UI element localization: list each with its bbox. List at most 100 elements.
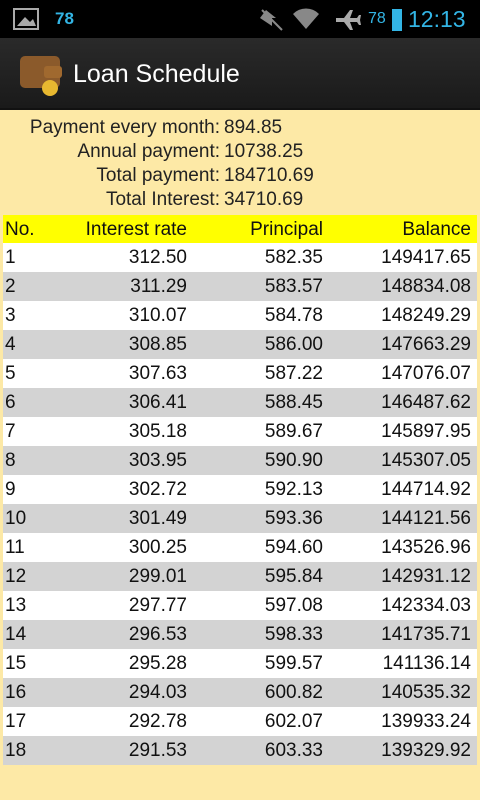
summary-label: Total Interest: bbox=[105, 189, 220, 210]
battery-level: 78 bbox=[368, 10, 386, 27]
table-cell: 6 bbox=[5, 392, 16, 413]
table-row: 15 295.28 599.57 141136.14 bbox=[3, 649, 477, 678]
table-cell: 587.22 bbox=[264, 363, 323, 384]
table-cell: 592.13 bbox=[264, 479, 323, 500]
table-cell: 312.50 bbox=[128, 247, 187, 268]
table-cell: 590.90 bbox=[264, 450, 323, 471]
header-cell: Interest rate bbox=[85, 219, 187, 240]
table-cell: 147076.07 bbox=[381, 363, 471, 384]
table-cell: 297.77 bbox=[128, 595, 187, 616]
table-cell: 141136.14 bbox=[382, 653, 471, 674]
table-cell: 597.08 bbox=[264, 595, 323, 616]
summary-label: Total payment: bbox=[96, 165, 220, 186]
table-cell: 300.25 bbox=[128, 537, 187, 558]
app-icon[interactable] bbox=[14, 44, 74, 104]
schedule-table: No. Interest rate Principal Balance 1 312.50 5… bbox=[3, 215, 477, 765]
table-cell: 16 bbox=[5, 682, 27, 703]
table-cell: 305.18 bbox=[128, 421, 187, 442]
wifi-icon bbox=[293, 8, 319, 29]
table-cell: 291.53 bbox=[128, 740, 187, 761]
table-cell: 144121.56 bbox=[381, 508, 471, 529]
table-row: 2 311.29 583.57 148834.08 bbox=[3, 272, 477, 301]
table-row: 4 308.85 586.00 147663.29 bbox=[3, 330, 477, 359]
summary-row: Total Interest: 34710.69 bbox=[0, 189, 480, 213]
table-cell: 142931.12 bbox=[381, 566, 471, 587]
mute-slash bbox=[261, 9, 283, 31]
table-cell: 584.78 bbox=[264, 305, 323, 326]
table-cell: 602.07 bbox=[264, 711, 323, 732]
wallet-flap bbox=[44, 66, 62, 78]
table-cell: 307.63 bbox=[128, 363, 187, 384]
airplane-icon bbox=[336, 10, 361, 30]
battery-icon bbox=[392, 9, 402, 31]
image-icon bbox=[13, 8, 39, 30]
summary-row: Payment every month: 894.85 bbox=[0, 117, 480, 141]
table-row: 6 306.41 588.45 146487.62 bbox=[3, 388, 477, 417]
table-row: 13 297.77 597.08 142334.03 bbox=[3, 591, 477, 620]
status-icons bbox=[13, 8, 402, 31]
clock: 12:13 bbox=[408, 6, 466, 32]
summary: Payment every month: 894.85 Annual payment… bbox=[0, 117, 480, 213]
summary-value: 894.85 bbox=[224, 117, 283, 138]
image-icon-shape bbox=[17, 17, 36, 26]
table-cell: 144714.92 bbox=[381, 479, 471, 500]
table-cell: 1 bbox=[5, 247, 16, 268]
mute-icon bbox=[260, 10, 276, 26]
table-cell: 2 bbox=[5, 276, 16, 297]
table-cell: 11 bbox=[5, 537, 25, 558]
summary-label: Payment every month: bbox=[29, 117, 220, 138]
table-cell: 582.35 bbox=[264, 247, 323, 268]
table-cell: 311.29 bbox=[130, 276, 187, 297]
coin bbox=[42, 80, 58, 96]
table-row: 12 299.01 595.84 142931.12 bbox=[3, 562, 477, 591]
table-row: 10 301.49 593.36 144121.56 bbox=[3, 504, 477, 533]
table-cell: 139933.24 bbox=[381, 711, 471, 732]
table-row: 5 307.63 587.22 147076.07 bbox=[3, 359, 477, 388]
table-cell: 299.01 bbox=[128, 566, 187, 587]
table-cell: 7 bbox=[5, 421, 16, 442]
header-cell: Balance bbox=[402, 219, 471, 240]
table-cell: 588.45 bbox=[264, 392, 323, 413]
summary-value: 184710.69 bbox=[224, 165, 314, 186]
summary-row: Total payment: 184710.69 bbox=[0, 165, 480, 189]
table-cell: 306.41 bbox=[128, 392, 187, 413]
table-row: 9 302.72 592.13 144714.92 bbox=[3, 475, 477, 504]
table-cell: 8 bbox=[5, 450, 16, 471]
table-cell: 3 bbox=[5, 305, 16, 326]
table-cell: 292.78 bbox=[128, 711, 187, 732]
table-cell: 594.60 bbox=[264, 537, 323, 558]
table-cell: 600.82 bbox=[264, 682, 323, 703]
table-cell: 4 bbox=[5, 334, 16, 355]
table-cell: 301.49 bbox=[128, 508, 187, 529]
table-cell: 146487.62 bbox=[381, 392, 471, 413]
table-cell: 9 bbox=[5, 479, 16, 500]
header-cell: Principal bbox=[250, 219, 323, 240]
table-cell: 302.72 bbox=[128, 479, 187, 500]
table-row: 14 296.53 598.33 141735.71 bbox=[3, 620, 477, 649]
table-cell: 141735.71 bbox=[381, 624, 471, 645]
table-cell: 148834.08 bbox=[381, 276, 471, 297]
table-cell: 308.85 bbox=[128, 334, 187, 355]
table-cell: 603.33 bbox=[264, 740, 323, 761]
table-cell: 586.00 bbox=[264, 334, 323, 355]
table-cell: 12 bbox=[5, 566, 27, 587]
table-cell: 17 bbox=[5, 711, 27, 732]
table-cell: 599.57 bbox=[264, 653, 323, 674]
table-cell: 310.07 bbox=[128, 305, 187, 326]
table-cell: 15 bbox=[5, 653, 27, 674]
notification-count: 78 bbox=[55, 9, 74, 28]
table-row: 11 300.25 594.60 143526.96 bbox=[3, 533, 477, 562]
action-bar: Loan Schedule bbox=[0, 38, 480, 110]
table-cell: 147663.29 bbox=[381, 334, 471, 355]
table-cell: 13 bbox=[5, 595, 27, 616]
table-cell: 149417.65 bbox=[381, 247, 471, 268]
table-cell: 303.95 bbox=[128, 450, 187, 471]
table-row: 1 312.50 582.35 149417.65 bbox=[3, 243, 477, 272]
table-cell: 139329.92 bbox=[381, 740, 471, 761]
table-row: 17 292.78 602.07 139933.24 bbox=[3, 707, 477, 736]
app-title: Loan Schedule bbox=[73, 60, 240, 88]
table-cell: 593.36 bbox=[264, 508, 323, 529]
table-cell: 18 bbox=[5, 740, 27, 761]
summary-label: Annual payment: bbox=[77, 141, 220, 162]
